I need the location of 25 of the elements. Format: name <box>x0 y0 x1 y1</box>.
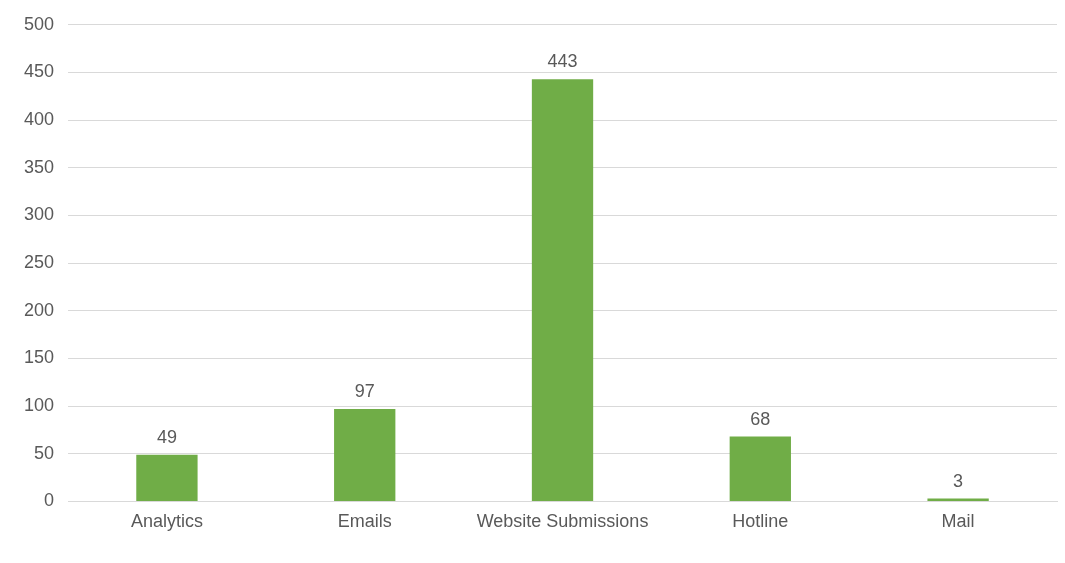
data-label: 97 <box>354 380 375 401</box>
y-tick-label: 400 <box>23 109 55 130</box>
y-tick-label: 500 <box>23 13 55 34</box>
y-tick-label: 150 <box>23 347 55 368</box>
y-tick-label: 50 <box>34 442 55 463</box>
y-tick-label: 200 <box>23 299 55 320</box>
data-label: 3 <box>953 470 964 491</box>
bar <box>334 408 396 501</box>
y-tick-label: 450 <box>23 61 55 82</box>
bar <box>531 79 594 501</box>
y-tick-label: 300 <box>23 204 55 225</box>
x-tick-label: Website Submissions <box>476 511 649 532</box>
x-tick-label: Emails <box>337 511 392 532</box>
y-tick-label: 350 <box>23 156 55 177</box>
x-tick-label: Analytics <box>130 511 203 532</box>
data-label: 49 <box>156 426 177 447</box>
data-label: 68 <box>750 408 771 429</box>
y-tick-label: 250 <box>23 252 55 273</box>
y-tick-label: 100 <box>23 395 55 416</box>
x-tick-label: Hotline <box>732 511 789 532</box>
y-tick-label: 0 <box>44 490 55 511</box>
bar <box>729 436 791 501</box>
x-tick-label: Mail <box>941 511 975 532</box>
bar <box>136 454 198 501</box>
data-label: 443 <box>547 51 578 72</box>
